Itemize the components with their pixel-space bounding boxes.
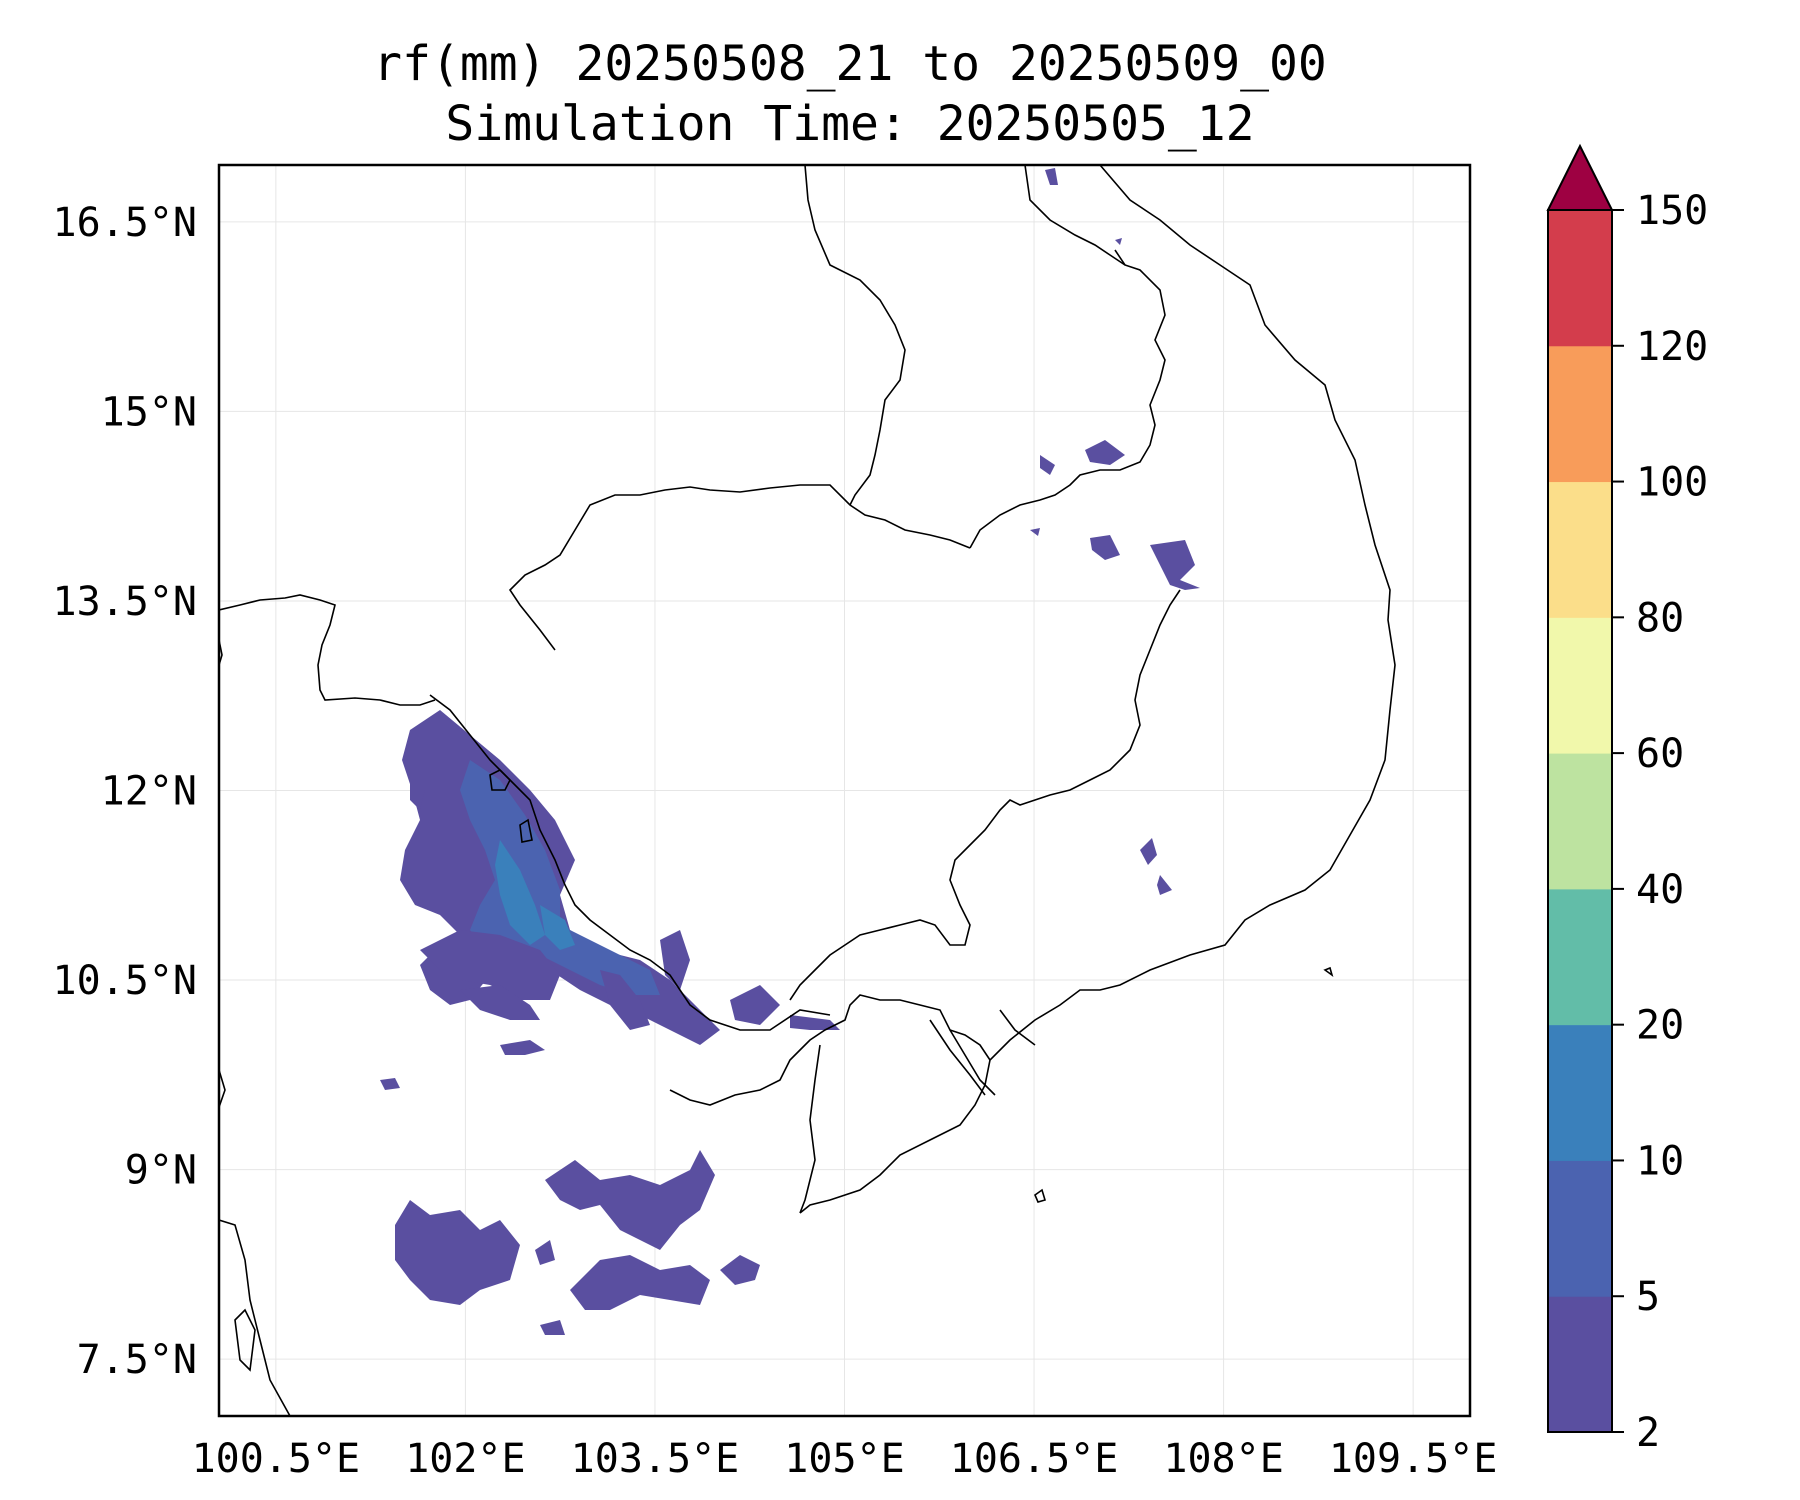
rainfall-shading (380, 168, 1200, 1335)
rain-area (600, 970, 650, 1030)
rain-area (1115, 238, 1122, 245)
rain-area (1157, 875, 1172, 895)
colorbar-outline (1547, 209, 1613, 1433)
rain-area (1090, 535, 1120, 560)
colorbar-segment (1548, 1160, 1612, 1297)
rain-area (535, 1240, 555, 1265)
rain-area (500, 1040, 545, 1055)
gridlines (219, 165, 1470, 1416)
border-thailand-cambodia (219, 594, 436, 706)
colorbar-tick-label: 60 (1636, 731, 1684, 777)
delta-channel (999, 1009, 1036, 1046)
rain-area (460, 760, 660, 995)
lon-tick-label: 105°E (784, 1436, 904, 1482)
lat-tick-label: 9°N (125, 1148, 197, 1194)
rain-area (570, 1255, 710, 1310)
border-cambodia-north (508, 484, 971, 651)
island (234, 1308, 256, 1372)
border-laos-east (1024, 165, 1126, 266)
rain-area (1150, 540, 1200, 590)
coastline-thailand-south (219, 1219, 291, 1416)
rain-area (1045, 168, 1058, 185)
colorbar-segment (1548, 345, 1612, 483)
lon-tick-label: 109.5°E (1329, 1436, 1498, 1482)
lat-tick-label: 10.5°N (53, 958, 198, 1004)
coastline-thailand-west (219, 1069, 226, 1110)
colorbar-tick-label: 2 (1636, 1410, 1660, 1456)
island (489, 769, 511, 791)
colorbar-segment (1548, 1296, 1612, 1433)
border-cambodia-vietnam-south (789, 589, 1181, 1001)
coastline-camau (799, 1044, 821, 1214)
rain-area (1085, 440, 1125, 465)
rain-area (495, 840, 545, 945)
colorbar-extend-triangle (1546, 143, 1614, 211)
chart-title-line1: rf(mm) 20250508_21 to 20250509_00 (373, 36, 1327, 92)
coastlines-borders (219, 165, 1396, 1416)
lat-tick-label: 7.5°N (77, 1337, 197, 1383)
delta-channel (929, 1019, 986, 1096)
lat-tick-label: 15°N (101, 389, 197, 435)
lat-tick-label: 12°N (101, 769, 197, 815)
colorbar-segment (1548, 1024, 1612, 1161)
colorbar-segment (1548, 617, 1612, 754)
lat-axis: 16.5°N 15°N 13.5°N 12°N 10.5°N 9°N 7.5°N (53, 200, 198, 1383)
lon-tick-label: 100.5°E (192, 1436, 361, 1482)
lat-tick-label: 16.5°N (53, 200, 198, 246)
lon-tick-label: 102°E (405, 1436, 525, 1482)
coastline-vietnam (799, 165, 1396, 1214)
lon-tick-label: 103.5°E (571, 1436, 740, 1482)
colorbar-tick-label: 150 (1636, 188, 1708, 234)
rain-area (1030, 528, 1040, 536)
colorbar-segment (1548, 481, 1612, 618)
lat-tick-label: 13.5°N (53, 579, 198, 625)
chart-title-line2: Simulation Time: 20250505_12 (445, 96, 1255, 152)
island (1323, 966, 1334, 977)
rain-area (1140, 838, 1157, 865)
island (519, 818, 533, 843)
rain-area (1040, 455, 1055, 475)
colorbar-tick-label: 10 (1636, 1138, 1684, 1184)
rain-area (395, 1200, 520, 1305)
colorbar-tick-label: 20 (1636, 1003, 1684, 1049)
colorbar-tick-label: 40 (1636, 867, 1684, 913)
rain-area (410, 770, 425, 810)
border-laos (804, 165, 906, 506)
colorbar-segment (1548, 753, 1612, 890)
rain-area (730, 985, 780, 1025)
rain-area (460, 985, 540, 1020)
delta-channel (949, 1029, 996, 1096)
rain-area (380, 1078, 400, 1090)
coastline-mekong-delta (669, 994, 991, 1106)
rain-area (720, 1255, 760, 1285)
colorbar-tick-label: 5 (1636, 1274, 1660, 1320)
rain-area (660, 930, 690, 990)
island (1034, 1188, 1046, 1203)
colorbar-tick-label: 120 (1636, 324, 1708, 370)
lon-axis: 100.5°E 102°E 103.5°E 105°E 106.5°E 108°E 109.… (192, 1436, 1498, 1482)
rain-area (545, 1150, 715, 1250)
colorbar-segment (1548, 210, 1612, 347)
colorbar-segment (1548, 888, 1612, 1026)
colorbar: 2 5 10 20 40 60 80 100 120 150 (1546, 143, 1708, 1456)
lon-tick-label: 106.5°E (950, 1436, 1119, 1482)
rain-area (420, 930, 560, 1000)
rain-area (400, 710, 720, 1045)
colorbar-tick-label: 80 (1636, 595, 1684, 641)
rain-area (540, 1320, 565, 1335)
lon-tick-label: 108°E (1163, 1436, 1283, 1482)
colorbar-tick-label: 100 (1636, 460, 1708, 506)
border-cambodia-vietnam (969, 249, 1166, 549)
rain-area (540, 905, 575, 950)
rain-area (790, 1015, 840, 1030)
map-frame (217, 163, 1472, 1418)
